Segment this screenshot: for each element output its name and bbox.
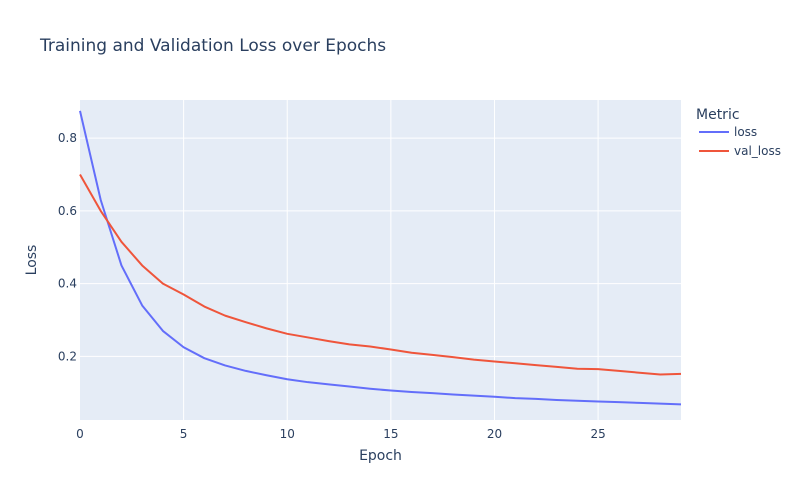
x-tick-label: 25 bbox=[590, 427, 605, 441]
x-tick-label: 5 bbox=[180, 427, 188, 441]
legend-item-loss[interactable]: loss bbox=[699, 125, 757, 139]
y-tick-label: 0.2 bbox=[58, 349, 77, 363]
x-tick-label: 15 bbox=[383, 427, 398, 441]
legend-title: Metric bbox=[696, 107, 740, 123]
x-tick-label: 0 bbox=[76, 427, 84, 441]
x-axis-title: Epoch bbox=[359, 448, 402, 464]
x-axis-ticks: 0 5 10 15 20 25 bbox=[76, 427, 606, 441]
y-axis-title: Loss bbox=[24, 245, 40, 276]
x-tick-label: 10 bbox=[280, 427, 295, 441]
legend: Metric loss val_loss bbox=[696, 107, 781, 158]
grid-lines bbox=[80, 100, 681, 420]
y-axis-ticks: 0.2 0.4 0.6 0.8 bbox=[58, 131, 77, 363]
legend-item-val-loss[interactable]: val_loss bbox=[699, 144, 781, 158]
legend-label: val_loss bbox=[734, 144, 781, 158]
legend-label: loss bbox=[734, 125, 757, 139]
series-line-val-loss bbox=[79, 174, 682, 376]
chart-title: Training and Validation Loss over Epochs bbox=[39, 36, 386, 56]
series-lines bbox=[79, 110, 682, 406]
y-tick-label: 0.8 bbox=[58, 131, 77, 145]
plot-area bbox=[80, 100, 681, 420]
x-tick-label: 20 bbox=[487, 427, 502, 441]
y-tick-label: 0.6 bbox=[58, 204, 77, 218]
series-line-loss bbox=[79, 110, 682, 406]
y-tick-label: 0.4 bbox=[58, 277, 77, 291]
